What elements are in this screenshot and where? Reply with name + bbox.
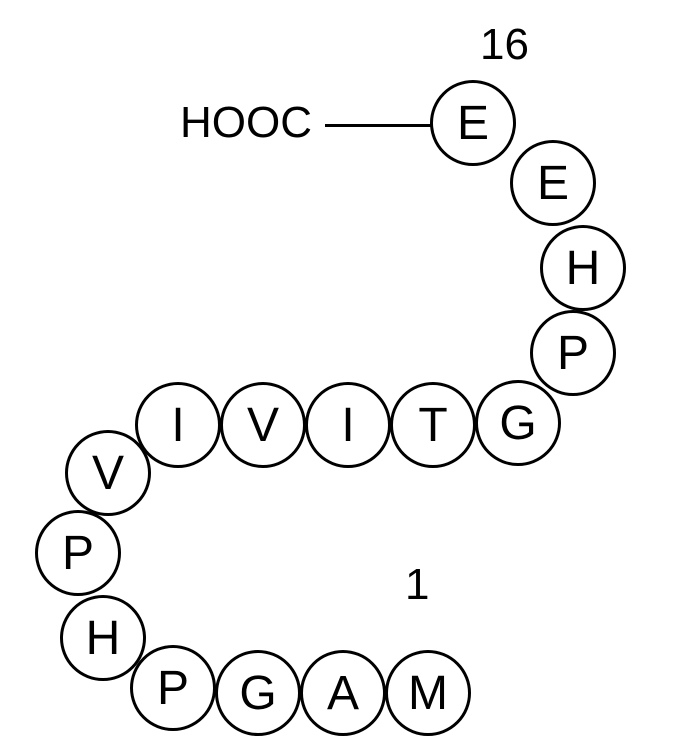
residue-letter: I — [171, 398, 184, 453]
residue-letter: I — [341, 398, 354, 453]
residue-14: H — [540, 225, 626, 311]
position-label-1: 1 — [405, 560, 429, 610]
position-label-16: 16 — [480, 20, 529, 70]
residue-letter: E — [537, 156, 569, 211]
residue-15: E — [510, 140, 596, 226]
residue-9: V — [220, 382, 306, 468]
residue-16: E — [430, 80, 516, 166]
residue-letter: V — [92, 446, 124, 501]
residue-letter: H — [86, 611, 121, 666]
residue-7: V — [65, 430, 151, 516]
residue-letter: H — [566, 241, 601, 296]
peptide-diagram: HOOCEEHPGTIVIVPHPGAM161 — [0, 0, 687, 736]
residue-5: H — [60, 595, 146, 681]
residue-6: P — [35, 510, 121, 596]
residue-10: I — [305, 382, 391, 468]
terminus-bond-line — [325, 124, 435, 127]
residue-3: G — [215, 650, 301, 736]
residue-2: A — [300, 650, 386, 736]
residue-12: G — [475, 380, 561, 466]
residue-4: P — [130, 645, 216, 731]
residue-1: M — [385, 650, 471, 736]
c-terminus-label: HOOC — [180, 98, 312, 148]
residue-letter: E — [457, 96, 489, 151]
residue-letter: G — [239, 666, 276, 721]
residue-letter: P — [157, 661, 189, 716]
residue-letter: G — [499, 396, 536, 451]
residue-letter: P — [62, 526, 94, 581]
residue-letter: M — [408, 666, 448, 721]
residue-letter: A — [327, 666, 359, 721]
residue-8: I — [135, 382, 221, 468]
residue-letter: P — [557, 326, 589, 381]
residue-13: P — [530, 310, 616, 396]
residue-letter: T — [418, 398, 447, 453]
residue-11: T — [390, 382, 476, 468]
residue-letter: V — [247, 398, 279, 453]
